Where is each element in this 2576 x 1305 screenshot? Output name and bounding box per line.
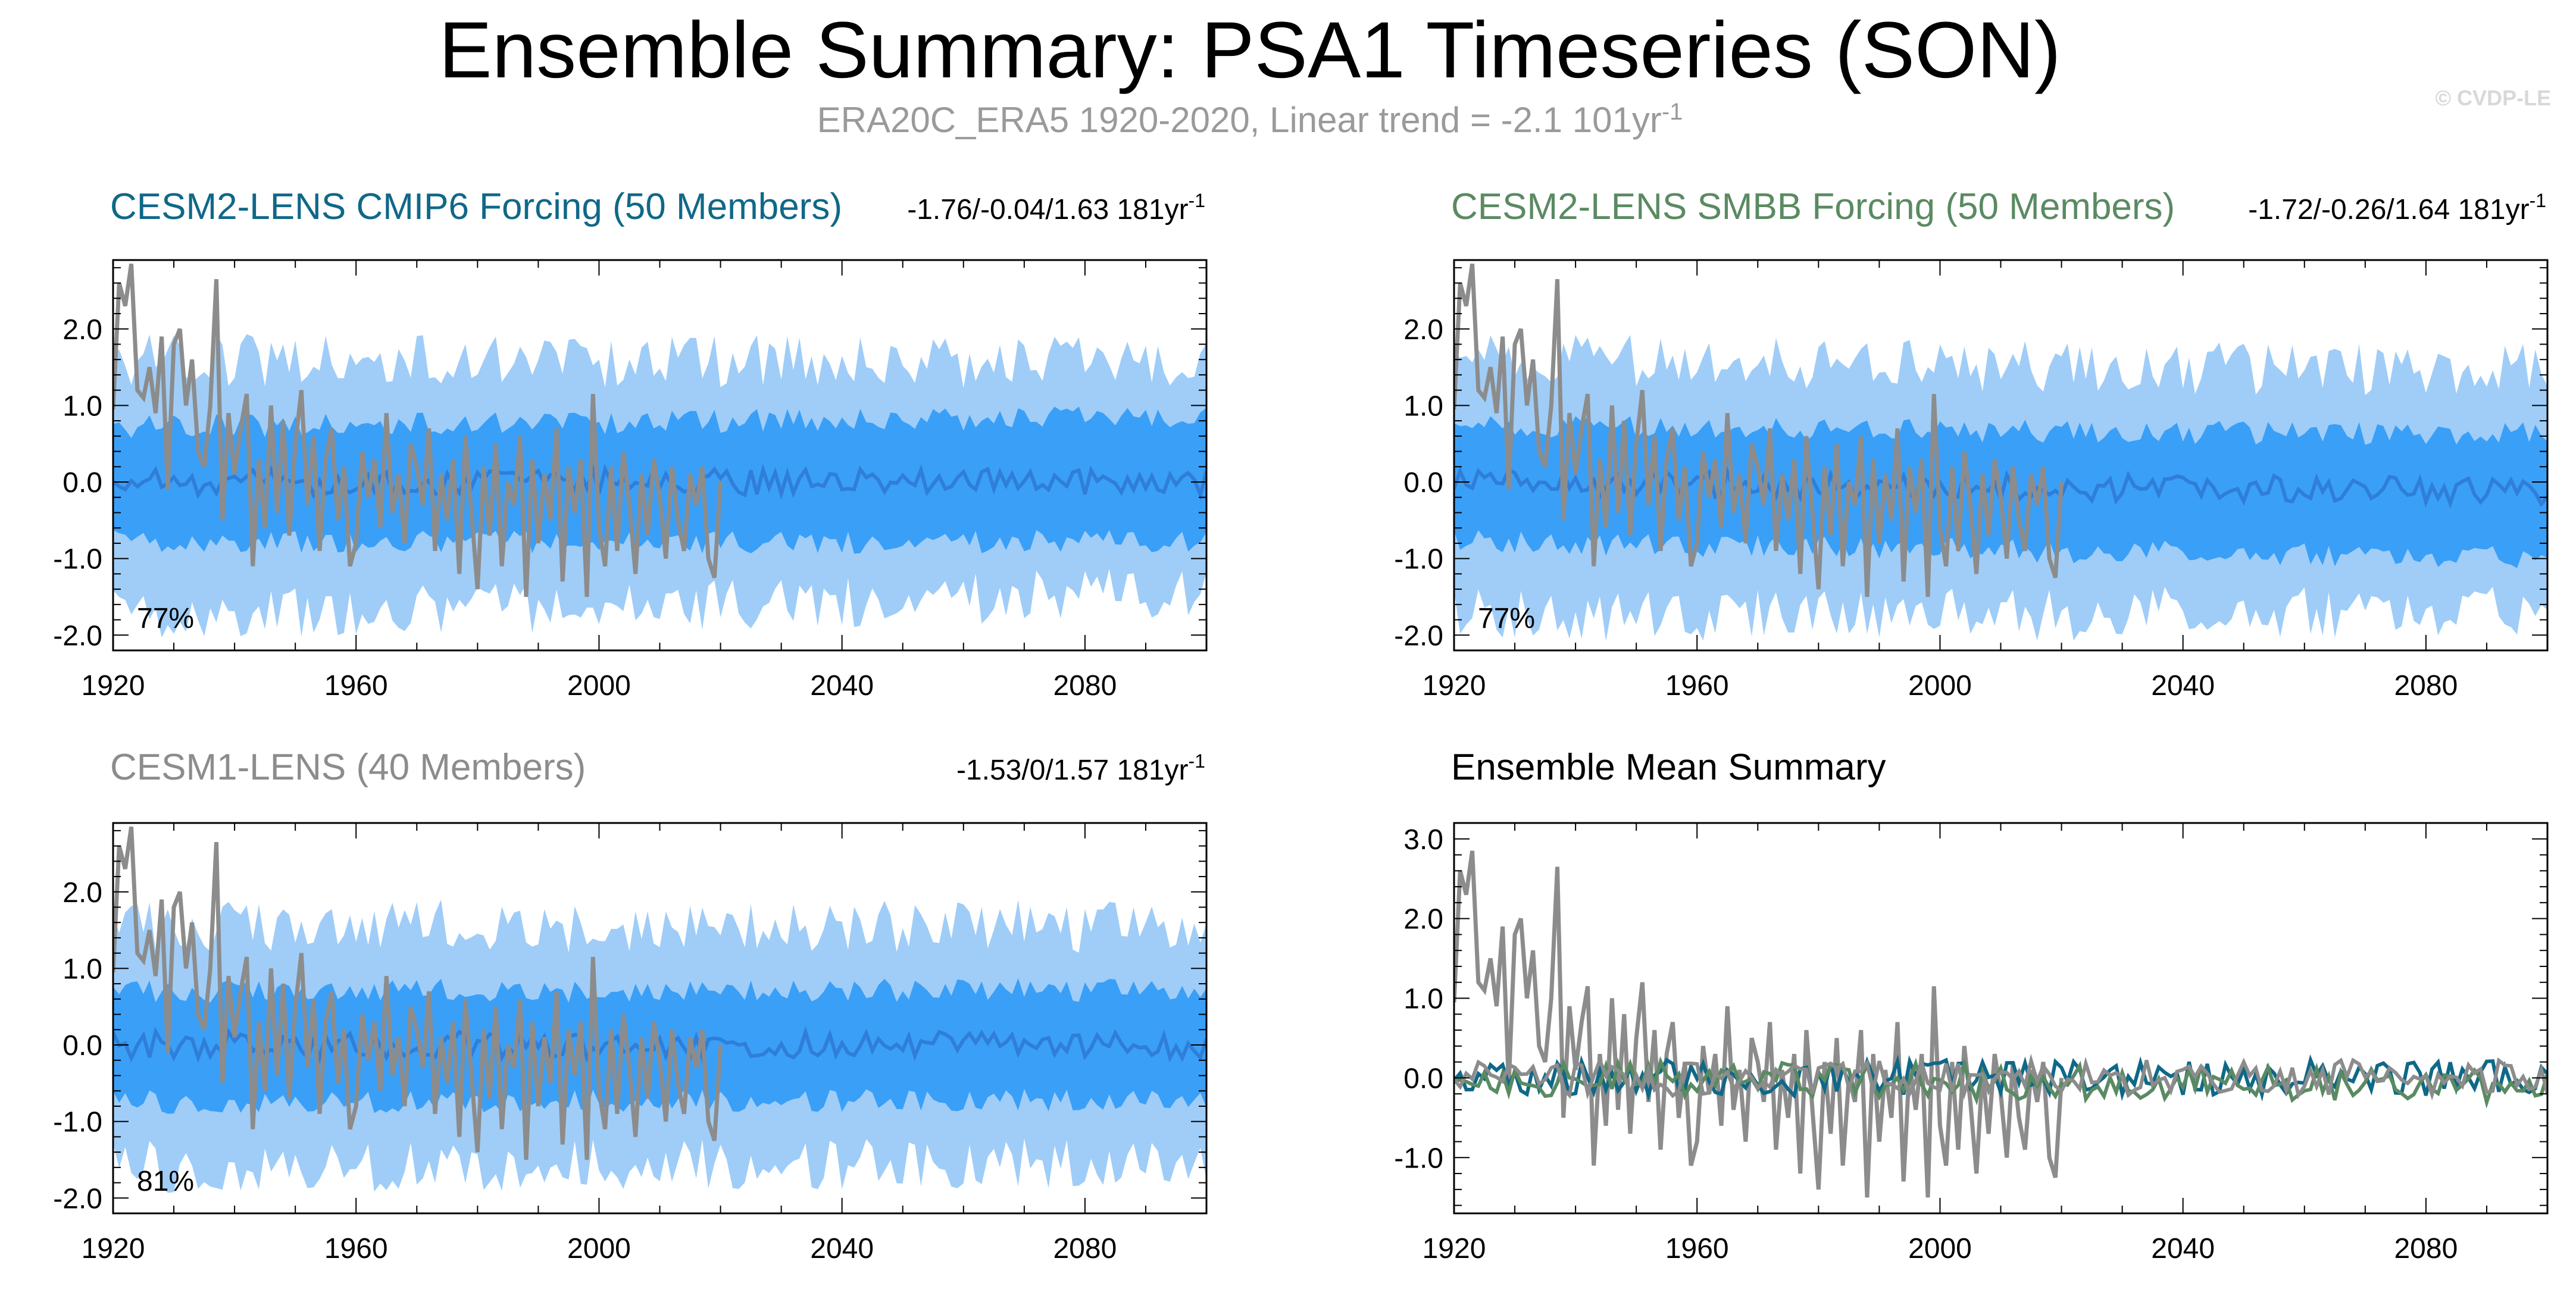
y-tick-label: -1.0: [1394, 1143, 1443, 1174]
y-tick-label: 2.0: [1403, 314, 1443, 346]
x-tick-label: 1920: [1423, 1233, 1486, 1265]
x-tick-label: 2040: [2151, 670, 2215, 702]
observed-line: [1454, 263, 2064, 597]
x-tick-label: 2000: [567, 670, 631, 702]
page-title: Ensemble Summary: PSA1 Timeseries (SON): [439, 6, 2061, 95]
copyright-label: © CVDP-LE: [2435, 86, 2551, 110]
x-tick-label: 1920: [1423, 670, 1486, 702]
panel-title: CESM2-LENS SMBB Forcing (50 Members): [1451, 186, 2175, 227]
percent-label: 81%: [137, 1166, 194, 1197]
x-tick-label: 2080: [2394, 1233, 2458, 1265]
y-tick-label: 3.0: [1403, 824, 1443, 856]
panel-title: Ensemble Mean Summary: [1451, 747, 1886, 788]
observed-line: [113, 826, 723, 1160]
panel-range-exponent: -1: [1189, 190, 1205, 211]
x-tick-label: 1960: [324, 1233, 388, 1265]
y-tick-label: -1.0: [53, 544, 102, 575]
plot-frame: [1453, 822, 2549, 1215]
panel-range-label: -1.53/0/1.57 181yr-1: [956, 750, 1205, 786]
ensemble-mean-line: [113, 1026, 1206, 1064]
page-subtitle: ERA20C_ERA5 1920-2020, Linear trend = -2…: [0, 99, 2500, 140]
y-tick-label: -2.0: [53, 620, 102, 652]
y-tick-label: 2.0: [1403, 904, 1443, 935]
observed-line: [1454, 850, 2064, 1198]
y-tick-label: 0.0: [62, 467, 102, 499]
x-tick-label: 2000: [1908, 670, 1972, 702]
x-tick-label: 2040: [810, 670, 874, 702]
x-tick-label: 1960: [324, 670, 388, 702]
plot-area: [113, 263, 1206, 638]
subtitle-exponent: -1: [1661, 99, 1683, 125]
y-tick-label: 1.0: [1403, 984, 1443, 1015]
y-tick-label: 1.0: [62, 390, 102, 422]
y-tick-label: -1.0: [1394, 544, 1443, 575]
y-tick-label: 0.0: [62, 1030, 102, 1062]
y-tick-label: 2.0: [62, 314, 102, 346]
y-tick-label: 1.0: [1403, 390, 1443, 422]
plot-area: [113, 826, 1206, 1193]
y-tick-label: -2.0: [53, 1183, 102, 1215]
x-tick-label: 2080: [2394, 670, 2458, 702]
panel-range-label: -1.76/-0.04/1.63 181yr-1: [907, 190, 1205, 226]
y-tick-label: 0.0: [1403, 1063, 1443, 1094]
chart-panel-cesm2_cmip6: CESM2-LENS CMIP6 Forcing (50 Members) -1.…: [53, 186, 1208, 702]
plot-area: [1454, 850, 2547, 1198]
x-tick-label: 1960: [1665, 1233, 1729, 1265]
chart-panel-cesm2_smbb: CESM2-LENS SMBB Forcing (50 Members) -1.7…: [1394, 186, 2549, 702]
subtitle-text: ERA20C_ERA5 1920-2020, Linear trend = -2…: [817, 100, 1662, 140]
chart-panel-cesm1: CESM1-LENS (40 Members) -1.53/0/1.57 181y…: [53, 747, 1208, 1265]
x-tick-label: 1920: [82, 1233, 145, 1265]
model-mean-line-1: [1454, 1056, 2547, 1109]
y-tick-label: 2.0: [62, 877, 102, 909]
y-tick-label: -1.0: [53, 1107, 102, 1138]
model-mean-line-2: [1454, 1053, 2547, 1101]
x-tick-label: 2000: [1908, 1233, 1972, 1265]
x-tick-label: 2080: [1053, 670, 1117, 702]
chart-panel-summary: Ensemble Mean Summary -1.0 0.0 1.0 2.0 3.0 192…: [1394, 747, 2549, 1265]
panel-title: CESM2-LENS CMIP6 Forcing (50 Members): [110, 186, 842, 227]
x-tick-label: 1960: [1665, 670, 1729, 702]
y-tick-label: 1.0: [62, 953, 102, 985]
x-tick-label: 2080: [1053, 1233, 1117, 1265]
x-tick-label: 1920: [82, 670, 145, 702]
panel-range-label: -1.72/-0.26/1.64 181yr-1: [2248, 190, 2546, 226]
x-tick-label: 2040: [810, 1233, 874, 1265]
y-tick-label: 0.0: [1403, 467, 1443, 499]
plot-area: [1454, 263, 2547, 641]
percent-label: 77%: [1478, 603, 1535, 634]
panel-title: CESM1-LENS (40 Members): [110, 747, 586, 788]
percent-label: 77%: [137, 603, 194, 634]
y-tick-label: -2.0: [1394, 620, 1443, 652]
panel-range-exponent: -1: [2530, 190, 2546, 211]
x-tick-label: 2040: [2151, 1233, 2215, 1265]
x-tick-label: 2000: [567, 1233, 631, 1265]
observed-line: [113, 263, 723, 597]
panel-range-exponent: -1: [1189, 750, 1205, 772]
